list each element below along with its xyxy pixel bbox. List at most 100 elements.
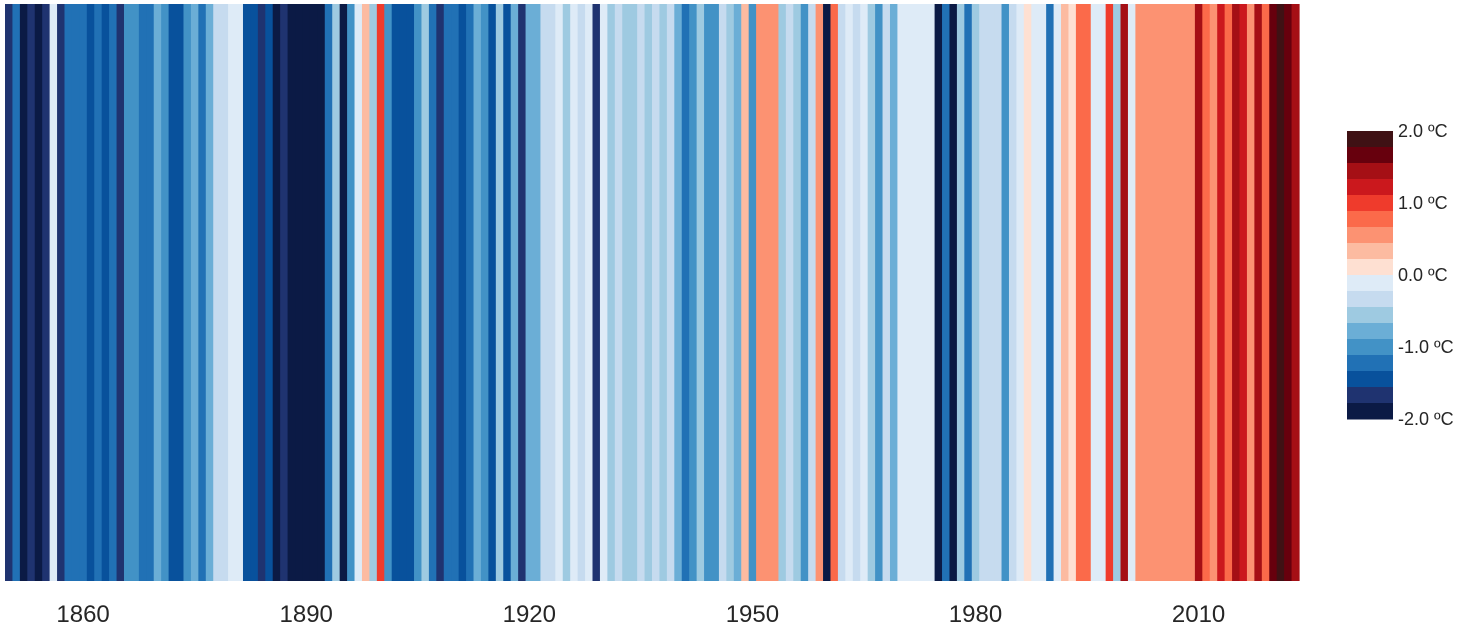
stripe-1867 [131, 4, 140, 581]
stripe-1957 [800, 4, 809, 581]
colorbar-segment [1347, 403, 1393, 420]
colorbar-segment [1347, 131, 1393, 148]
stripe-1884 [257, 4, 266, 581]
stripe-2005 [1157, 4, 1166, 581]
stripe-1959 [815, 4, 824, 581]
stripe-1992 [1061, 4, 1070, 581]
stripe-1920 [525, 4, 534, 581]
stripe-1889 [295, 4, 304, 581]
stripe-1971 [904, 4, 913, 581]
stripe-1982 [986, 4, 995, 581]
stripe-2021 [1276, 4, 1285, 581]
stripe-1899 [369, 4, 378, 581]
stripe-1864 [109, 4, 118, 581]
colorbar-tick-label: 0.0 ºC [1398, 265, 1448, 285]
stripe-1947 [726, 4, 735, 581]
stripe-1858 [64, 4, 73, 581]
stripes-plot-area [5, 4, 1300, 581]
stripe-1865 [116, 4, 125, 581]
stripe-1885 [265, 4, 274, 581]
x-tick-label-1890: 1890 [280, 601, 333, 628]
stripe-1993 [1068, 4, 1077, 581]
stripe-2002 [1135, 4, 1144, 581]
stripe-1987 [1023, 4, 1032, 581]
stripe-1983 [994, 4, 1003, 581]
stripe-1927 [577, 4, 586, 581]
stripe-2016 [1239, 4, 1248, 581]
stripe-1906 [421, 4, 430, 581]
stripe-1965 [860, 4, 869, 581]
stripe-2012 [1209, 4, 1218, 581]
stripe-1910 [451, 4, 460, 581]
stripe-2010 [1194, 4, 1203, 581]
stripe-1921 [533, 4, 542, 581]
stripe-1915 [488, 4, 497, 581]
stripe-1938 [659, 4, 668, 581]
stripe-1945 [711, 4, 720, 581]
stripe-1991 [1053, 4, 1062, 581]
stripe-1939 [666, 4, 675, 581]
stripe-1895 [339, 4, 348, 581]
stripe-1988 [1031, 4, 1040, 581]
stripe-1880 [228, 4, 237, 581]
stripe-1897 [354, 4, 363, 581]
stripe-1900 [376, 4, 385, 581]
stripe-2008 [1180, 4, 1189, 581]
colorbar-segment [1347, 179, 1393, 196]
stripe-2000 [1120, 4, 1129, 581]
stripe-1931 [607, 4, 616, 581]
stripe-1871 [161, 4, 170, 581]
stripe-1916 [495, 4, 504, 581]
stripe-2013 [1217, 4, 1226, 581]
stripe-2004 [1150, 4, 1159, 581]
stripe-1979 [964, 4, 973, 581]
stripe-1857 [57, 4, 66, 581]
stripe-1980 [971, 4, 980, 581]
stripe-1894 [332, 4, 341, 581]
stripe-1872 [168, 4, 177, 581]
stripe-1961 [830, 4, 839, 581]
stripe-1876 [198, 4, 207, 581]
stripe-1975 [934, 4, 943, 581]
stripe-1881 [235, 4, 244, 581]
stripe-1869 [146, 4, 155, 581]
colorbar-tick-label: 1.0 ºC [1398, 193, 1448, 213]
stripe-1958 [808, 4, 817, 581]
stripe-1891 [309, 4, 318, 581]
stripe-1952 [763, 4, 772, 581]
colorbar-segment [1347, 307, 1393, 324]
colorbar-tick-label: -2.0 ºC [1398, 409, 1454, 429]
stripe-1908 [436, 4, 445, 581]
stripe-1933 [622, 4, 631, 581]
stripe-1944 [704, 4, 713, 581]
stripe-1887 [280, 4, 289, 581]
stripe-1879 [220, 4, 229, 581]
stripe-1984 [1001, 4, 1010, 581]
stripe-1882 [242, 4, 252, 581]
stripe-1852 [19, 4, 28, 581]
stripe-1917 [503, 4, 512, 581]
stripe-1955 [785, 4, 794, 581]
stripe-1924 [555, 4, 564, 581]
stripe-1951 [756, 4, 765, 581]
colorbar-segment [1347, 323, 1393, 340]
stripe-1914 [480, 4, 489, 581]
stripe-1892 [317, 4, 326, 581]
stripe-1886 [272, 4, 281, 581]
stripe-2018 [1254, 4, 1263, 581]
stripe-2014 [1224, 4, 1233, 581]
stripe-1898 [361, 4, 371, 581]
stripe-1902 [391, 4, 400, 581]
stripe-1866 [123, 4, 133, 581]
stripe-1875 [190, 4, 199, 581]
stripe-1956 [793, 4, 802, 581]
stripe-1968 [882, 4, 891, 581]
stripe-1851 [12, 4, 21, 581]
stripe-1854 [34, 4, 43, 581]
stripe-1960 [823, 4, 832, 581]
stripe-1995 [1083, 4, 1092, 581]
stripe-1934 [629, 4, 638, 581]
stripe-1923 [547, 4, 556, 581]
stripe-1930 [599, 4, 608, 581]
